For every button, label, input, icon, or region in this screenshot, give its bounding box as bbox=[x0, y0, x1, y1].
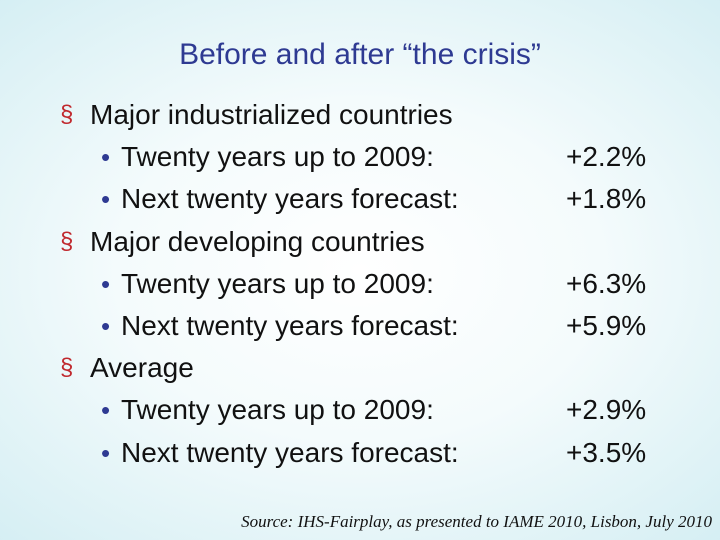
item-value: +2.2% bbox=[566, 141, 647, 173]
group-heading: Average bbox=[60, 351, 194, 385]
item-value: +2.9% bbox=[566, 394, 647, 426]
item-value: +6.3% bbox=[566, 267, 647, 299]
item-value: +5.9% bbox=[566, 310, 647, 341]
item-value: +3.5% bbox=[566, 436, 647, 468]
group-heading: Major developing countries bbox=[60, 225, 425, 259]
item-label: Twenty years up to 2009: bbox=[101, 140, 434, 174]
item-label: Twenty years up to 2009: bbox=[101, 267, 434, 301]
item-label: Next twenty years forecast: bbox=[101, 309, 459, 343]
item-label: Next twenty years forecast: bbox=[101, 436, 459, 470]
item-value: +1.8% bbox=[566, 183, 647, 215]
source-note: Source: IHS-Fairplay, as presented to IA… bbox=[241, 512, 712, 531]
item-label: Next twenty years forecast: bbox=[101, 182, 459, 216]
item-label: Twenty years up to 2009: bbox=[101, 393, 434, 427]
slide-title: Before and after “the crisis” bbox=[179, 38, 541, 71]
group-heading: Major industrialized countries bbox=[60, 98, 453, 132]
